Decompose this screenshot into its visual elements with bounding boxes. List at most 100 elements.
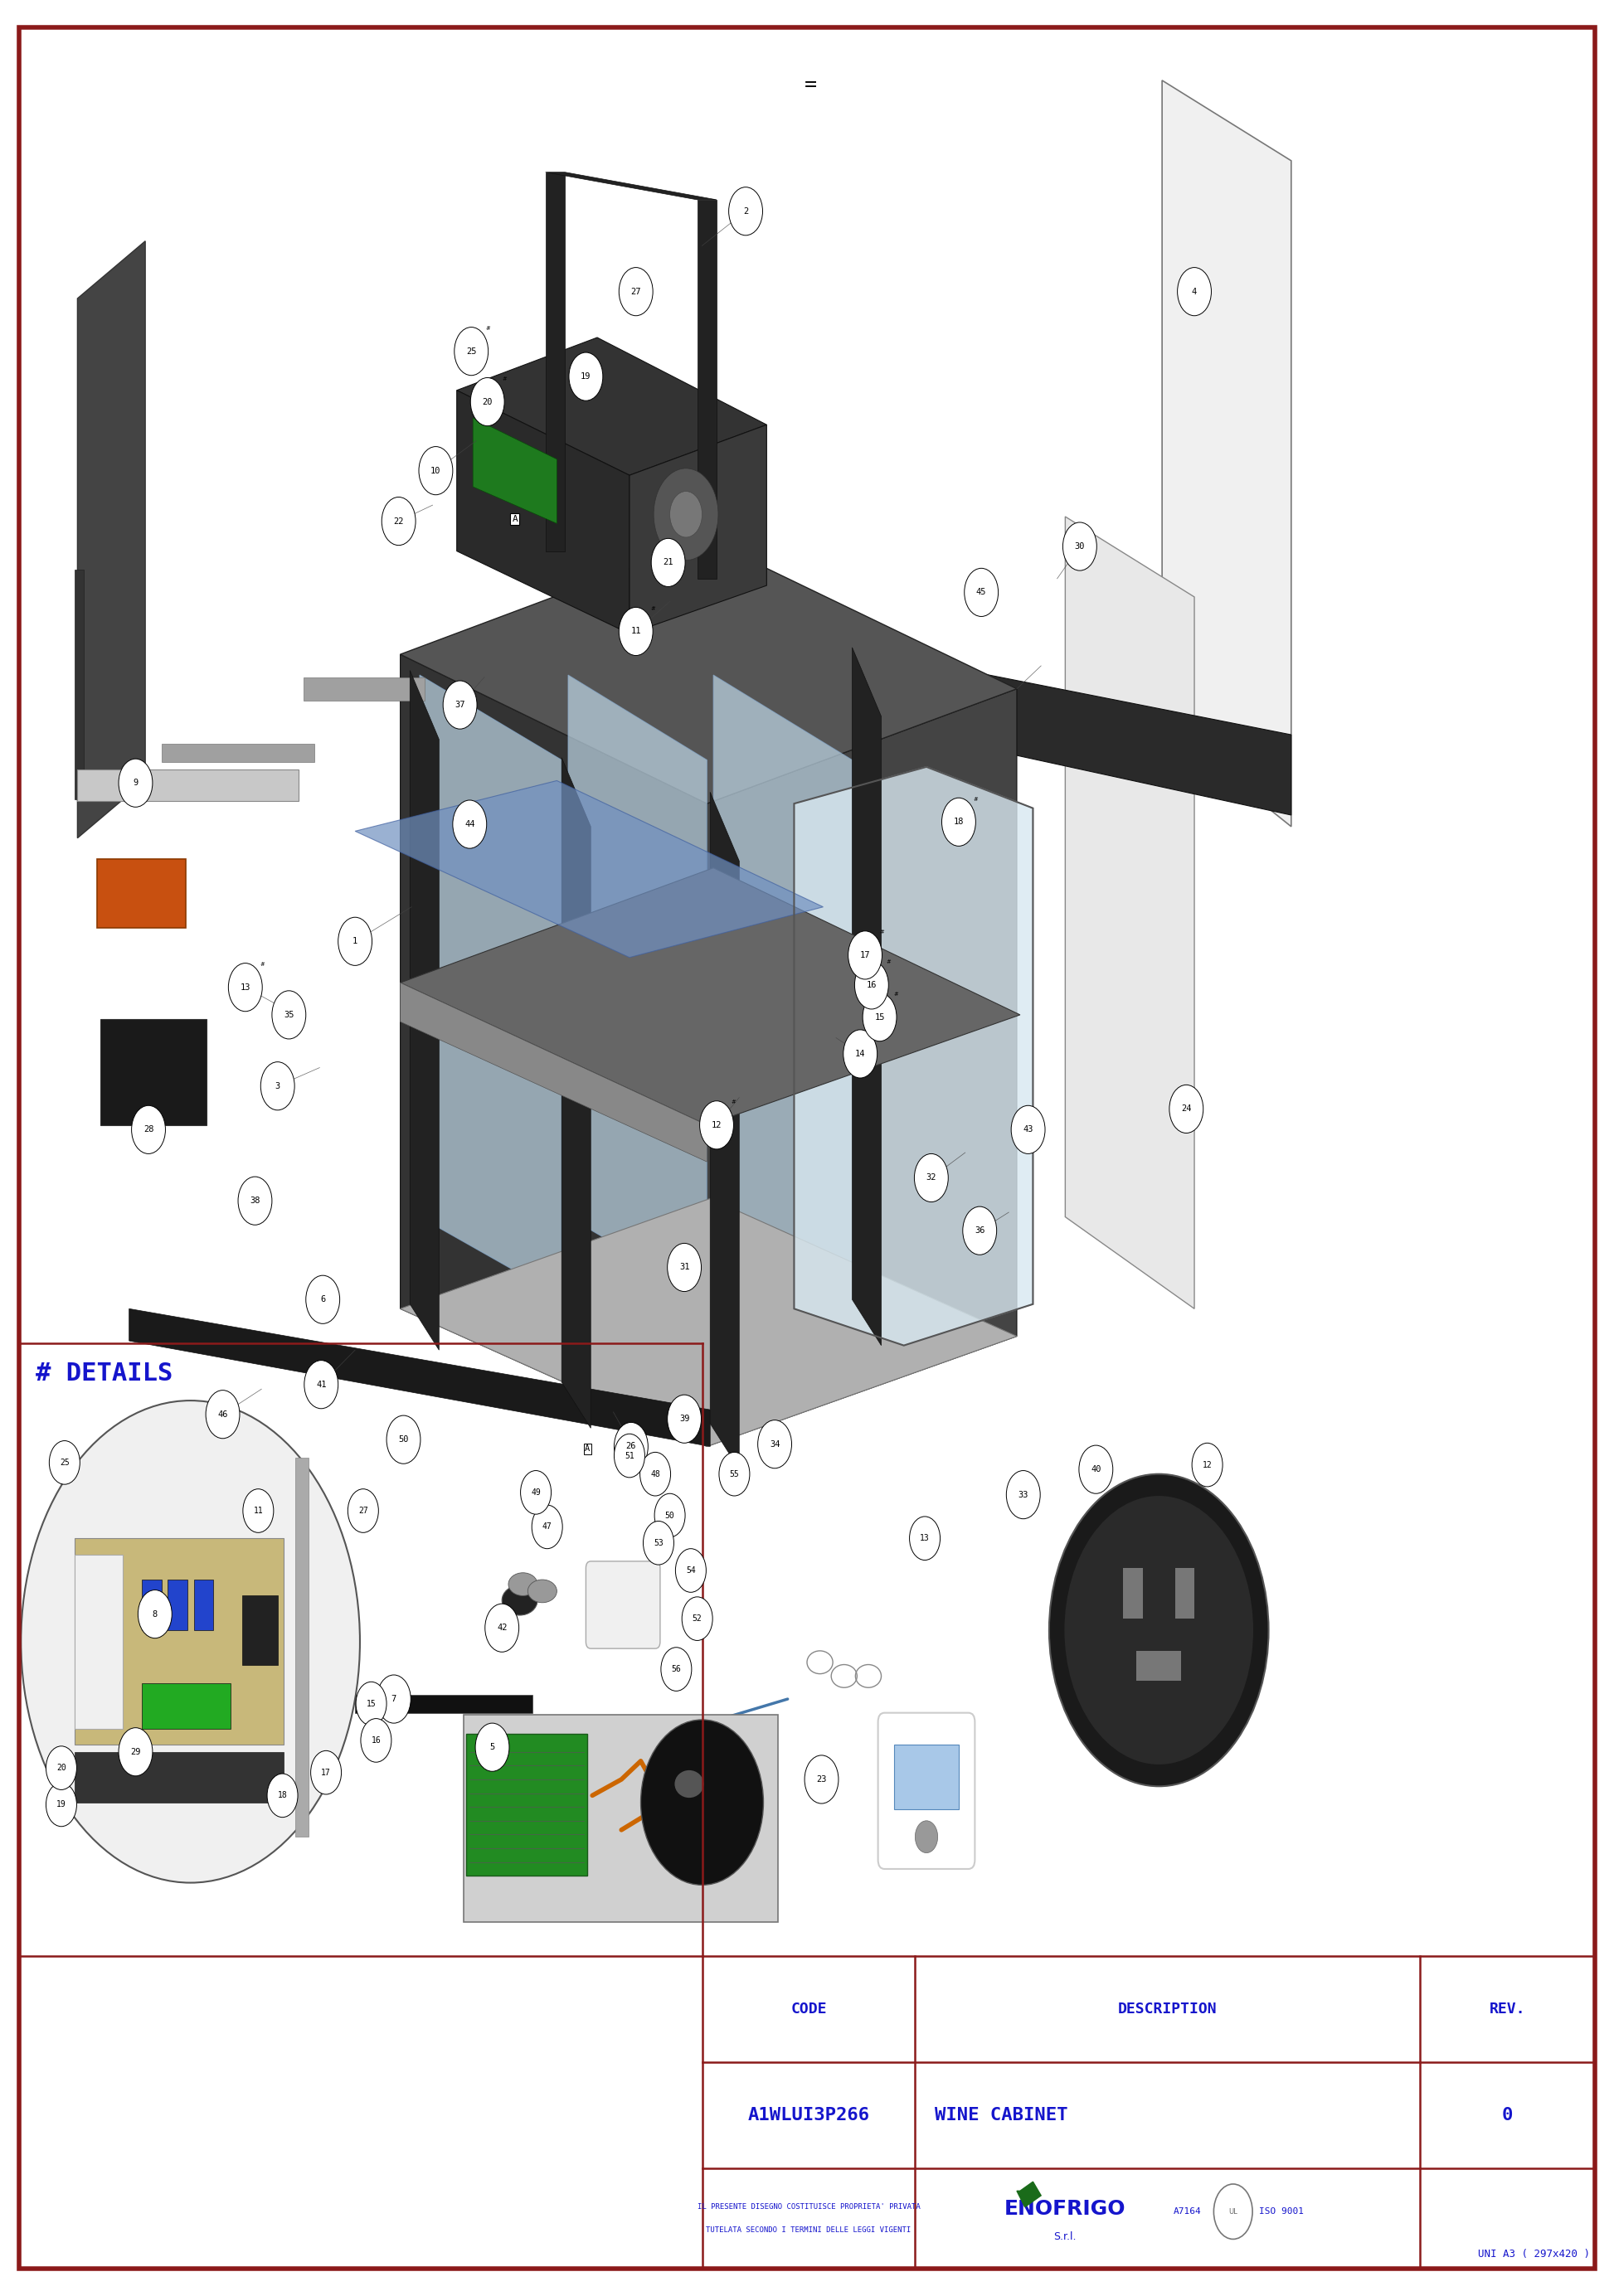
Circle shape — [305, 1359, 339, 1407]
Text: 17: 17 — [321, 1768, 331, 1777]
Circle shape — [349, 1488, 379, 1534]
Text: #: # — [973, 797, 978, 801]
Circle shape — [730, 186, 763, 236]
Circle shape — [271, 992, 307, 1038]
Text: 25: 25 — [60, 1458, 69, 1467]
Circle shape — [681, 1598, 713, 1639]
Text: 32: 32 — [926, 1173, 936, 1182]
Circle shape — [620, 608, 654, 657]
Ellipse shape — [641, 1720, 763, 1885]
Text: REV.: REV. — [1490, 2002, 1525, 2016]
Circle shape — [914, 1153, 947, 1203]
Text: #: # — [880, 930, 884, 934]
Ellipse shape — [675, 1770, 704, 1798]
Bar — [242, 1596, 278, 1665]
Circle shape — [1191, 1442, 1223, 1488]
Text: 27: 27 — [358, 1506, 368, 1515]
Text: 42: 42 — [497, 1623, 507, 1632]
Circle shape — [119, 758, 152, 806]
Circle shape — [642, 1520, 675, 1566]
Polygon shape — [1162, 80, 1291, 827]
Text: 19: 19 — [581, 372, 591, 381]
Ellipse shape — [528, 1580, 557, 1603]
FancyBboxPatch shape — [586, 1561, 660, 1649]
Text: 25: 25 — [466, 347, 476, 356]
Text: 4: 4 — [1191, 287, 1198, 296]
Bar — [74, 569, 84, 799]
Circle shape — [1178, 266, 1210, 317]
Circle shape — [1065, 1497, 1252, 1763]
Text: 54: 54 — [686, 1566, 696, 1575]
Text: 6: 6 — [320, 1295, 326, 1304]
Circle shape — [486, 1603, 520, 1653]
Polygon shape — [400, 1199, 1017, 1446]
Circle shape — [964, 567, 997, 615]
Text: 35: 35 — [284, 1010, 294, 1019]
Polygon shape — [457, 338, 767, 475]
Circle shape — [1007, 1469, 1041, 1520]
Circle shape — [1078, 1446, 1114, 1492]
Polygon shape — [713, 675, 852, 1297]
Circle shape — [207, 1389, 239, 1437]
Circle shape — [339, 918, 371, 964]
Bar — [303, 677, 424, 700]
Text: # DETAILS: # DETAILS — [36, 1362, 173, 1384]
Text: A1WLUI3P266: A1WLUI3P266 — [747, 2108, 870, 2124]
Text: 29: 29 — [131, 1747, 140, 1756]
Circle shape — [855, 960, 889, 1010]
Text: 17: 17 — [860, 951, 870, 960]
Text: 11: 11 — [631, 627, 641, 636]
Circle shape — [520, 1469, 550, 1515]
Circle shape — [442, 680, 476, 730]
Text: 12: 12 — [1202, 1460, 1212, 1469]
Bar — [1123, 1568, 1143, 1619]
Text: 46: 46 — [218, 1410, 228, 1419]
Circle shape — [266, 1773, 297, 1818]
Text: 45: 45 — [976, 588, 986, 597]
Circle shape — [915, 1821, 938, 1853]
Circle shape — [452, 799, 487, 847]
Text: 56: 56 — [671, 1665, 681, 1674]
Circle shape — [1064, 521, 1098, 572]
Circle shape — [381, 496, 416, 546]
Text: 31: 31 — [679, 1263, 689, 1272]
Circle shape — [475, 1722, 510, 1773]
Polygon shape — [473, 418, 557, 523]
Text: 2: 2 — [742, 207, 749, 216]
Text: 22: 22 — [394, 517, 404, 526]
Text: 9: 9 — [132, 778, 139, 788]
Text: 3: 3 — [274, 1081, 281, 1091]
Text: 48: 48 — [650, 1469, 660, 1479]
Text: 14: 14 — [855, 1049, 865, 1058]
Polygon shape — [710, 792, 739, 1469]
Circle shape — [50, 1442, 81, 1486]
Text: 34: 34 — [770, 1440, 780, 1449]
Bar — [161, 744, 315, 762]
Text: 20: 20 — [483, 397, 492, 406]
Circle shape — [1169, 1084, 1202, 1132]
Circle shape — [759, 1419, 791, 1469]
Text: 12: 12 — [712, 1120, 721, 1130]
Polygon shape — [400, 540, 1017, 804]
Text: 26: 26 — [626, 1442, 636, 1451]
Text: 40: 40 — [1091, 1465, 1101, 1474]
Text: 28: 28 — [144, 1125, 153, 1134]
Circle shape — [639, 1453, 671, 1497]
Text: 43: 43 — [1023, 1125, 1033, 1134]
Circle shape — [700, 1100, 733, 1148]
Polygon shape — [77, 241, 145, 838]
Text: 53: 53 — [654, 1538, 663, 1548]
Text: #: # — [894, 992, 899, 996]
Text: UL: UL — [1228, 2209, 1238, 2216]
Circle shape — [662, 1649, 691, 1690]
Circle shape — [670, 491, 702, 537]
Circle shape — [455, 326, 487, 377]
Text: 7: 7 — [391, 1694, 397, 1704]
Text: 18: 18 — [954, 817, 964, 827]
Text: 16: 16 — [867, 980, 876, 990]
Circle shape — [849, 930, 881, 978]
Circle shape — [239, 1178, 271, 1226]
Circle shape — [668, 1394, 700, 1442]
Text: 38: 38 — [250, 1196, 260, 1205]
Text: 24: 24 — [1181, 1104, 1191, 1114]
